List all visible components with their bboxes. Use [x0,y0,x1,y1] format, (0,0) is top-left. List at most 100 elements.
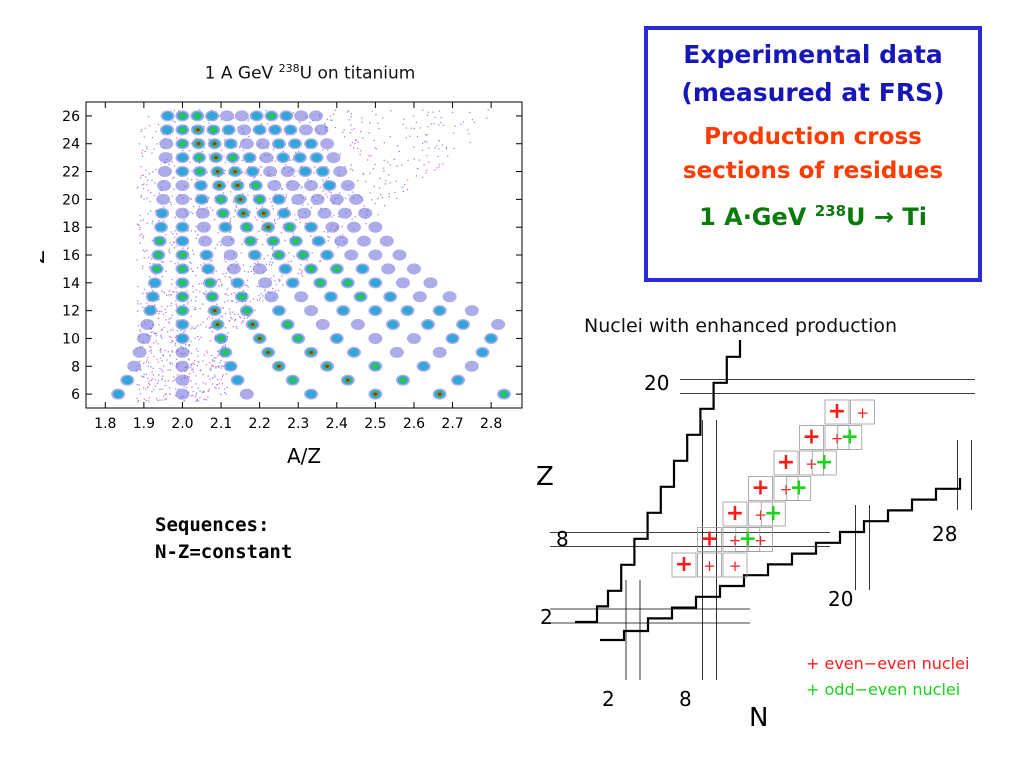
scatter-blob [266,225,271,229]
scatter-point-bg [202,374,204,376]
scatter-point-bg [219,241,221,243]
scatter-point-bg [169,201,172,204]
even-even-cell [824,425,850,450]
scatter-point-bg [215,366,217,368]
info-line-2: (measured at FRS) [681,78,945,107]
scatter-point-bg [229,218,232,220]
y-tick-label: 12 [62,304,80,320]
scatter-point-bg [196,178,198,181]
scatter-point-bg [215,357,217,359]
scatter-point-bg [355,138,357,141]
scatter-blob [287,278,298,287]
scatter-blob [153,266,161,272]
scatter-point-bg [383,170,385,172]
y-tick-label: 14 [62,276,80,292]
scatter-point-bg [209,378,211,380]
even-even-marker: + [751,476,769,501]
scatter-blob [358,207,373,219]
scatter-blob [243,224,251,230]
scatter-blob [237,124,252,136]
scatter-point-bg [421,149,424,151]
scatter-point-bg [220,244,222,246]
scatter-point-bg [396,165,398,167]
scatter-point-bg [247,135,250,138]
scatter-point-bg [242,193,244,195]
scatter-point-bg [407,159,409,162]
scatter-point-bg [186,375,189,377]
scatter-point-bg [270,258,273,260]
scatter-point-bg [235,204,237,207]
scatter-point-bg [203,262,205,264]
scatter-point-bg [334,126,336,129]
scatter-point-bg [375,113,377,116]
scatter-point-bg [194,230,197,233]
scatter-point-bg [191,368,193,371]
scatter-point-bg [305,222,307,224]
scatter-point-bg [205,398,207,401]
scatter-point-bg [402,190,405,193]
scatter-point-bg [359,153,361,156]
scatter-point-bg [261,229,263,231]
scatter-point-bg [151,152,153,154]
scatter-point-bg [200,282,203,285]
scatter-point-bg [164,308,166,311]
scatter-point-bg [385,179,387,182]
scatter-point-bg [140,196,142,198]
scatter-point-bg [140,194,143,197]
scatter-point-bg [434,147,436,149]
scatter-point-bg [148,345,151,348]
scatter-point-bg [219,280,222,283]
even-even-cell [799,425,824,450]
y-tick-label: 10 [62,331,80,347]
scatter-point-bg [139,330,141,332]
even-even-marker: + [729,532,742,550]
scatter-point-bg [137,303,139,305]
scatter-point-bg [287,261,289,263]
scatter-blob [217,183,222,187]
scatter-point-bg [174,336,177,338]
scatter-blob [212,309,217,313]
scatter-point-bg [224,139,226,141]
scatter-point-bg [212,209,214,211]
legend-odd-even: + odd−even nuclei [806,680,961,699]
scatter-point-bg [218,317,220,319]
scatter-point-bg [221,375,224,378]
scatter-point-bg [143,373,145,376]
scatter-blob [348,348,360,357]
scatter-blob [357,235,372,247]
scatter-blob [273,139,285,148]
scatter-point-bg [438,110,441,112]
scatter-point-bg [406,188,408,191]
scatter-point-bg [274,218,276,221]
scatter-point-bg [247,286,249,288]
scatter-point-bg [150,379,153,381]
scatter-point-bg [165,270,167,273]
scatter-point-bg [161,371,164,373]
scatter-point-bg [162,354,164,356]
odd-even-cell [760,501,786,527]
scatter-point-bg [249,265,252,268]
scatter-point-bg [141,174,143,177]
scatter-point-bg [434,169,436,171]
scatter-point-bg [349,132,351,134]
scatter-point-bg [322,179,324,181]
scatter-point-bg [153,333,155,335]
scatter-point-bg [193,205,195,208]
scatter-point-bg [151,220,154,223]
scatter-point-bg [240,322,243,324]
scatter-point-bg [471,119,474,121]
scatter-point-bg [223,259,226,261]
scatter-point-bg [225,373,227,375]
scatter-point-bg [216,280,218,282]
scatter-point-bg [297,150,300,153]
scatter-point-bg [425,169,428,172]
scatter-blob [202,264,214,274]
scatter-point-bg [155,334,158,337]
scatter-point-bg [241,243,243,245]
scatter-point-bg [155,332,158,335]
scatter-point-bg [144,127,147,129]
x-tick-label: 1.9 [133,416,155,432]
scatter-point-bg [422,142,424,144]
scatter-point-bg [161,305,163,307]
scatter-point-bg [139,393,141,395]
